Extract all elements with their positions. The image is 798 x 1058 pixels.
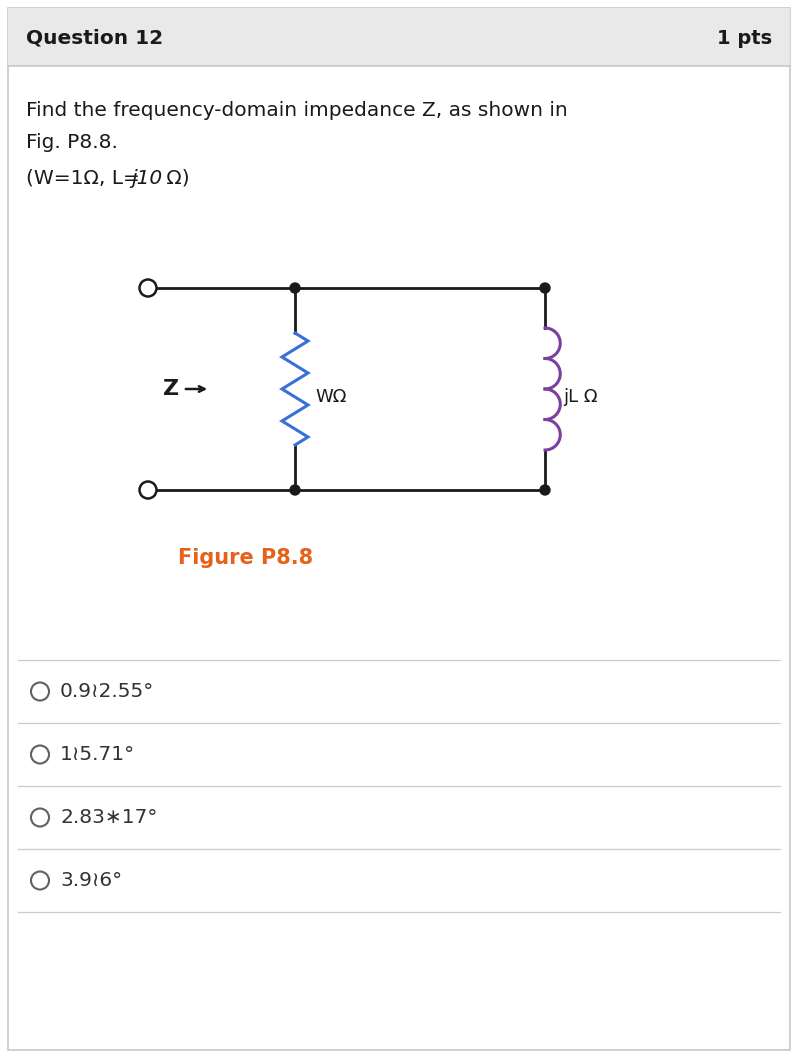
FancyBboxPatch shape [8, 8, 790, 1050]
Text: Z: Z [163, 379, 179, 399]
Circle shape [290, 485, 300, 495]
Text: jL Ω: jL Ω [563, 388, 598, 406]
Circle shape [540, 485, 550, 495]
Text: j10: j10 [131, 168, 162, 187]
Text: (W=1Ω, L=: (W=1Ω, L= [26, 168, 140, 187]
Text: 3.9≀6°: 3.9≀6° [60, 871, 122, 890]
Text: 1≀5.71°: 1≀5.71° [60, 745, 135, 764]
FancyBboxPatch shape [8, 8, 790, 66]
Text: Ω): Ω) [160, 168, 190, 187]
Text: WΩ: WΩ [315, 388, 346, 406]
Text: Fig. P8.8.: Fig. P8.8. [26, 133, 118, 152]
Text: 1 pts: 1 pts [717, 29, 772, 48]
Text: Find the frequency-domain impedance Z, as shown in: Find the frequency-domain impedance Z, a… [26, 101, 567, 120]
Text: Question 12: Question 12 [26, 29, 163, 48]
Circle shape [290, 282, 300, 293]
Text: Figure P8.8: Figure P8.8 [178, 548, 313, 568]
Text: 0.9≀2.55°: 0.9≀2.55° [60, 682, 154, 701]
Text: 2.83∗17°: 2.83∗17° [60, 808, 157, 827]
Circle shape [540, 282, 550, 293]
